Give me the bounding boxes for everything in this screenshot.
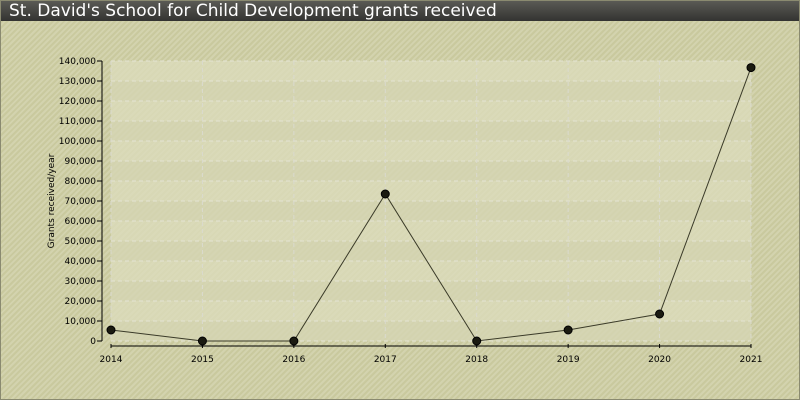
- chart-title: St. David's School for Child Development…: [1, 1, 799, 21]
- data-point: [106, 325, 116, 335]
- grid-band: [111, 61, 751, 81]
- y-tick-label: 120,000: [59, 97, 96, 107]
- grid-band: [111, 161, 751, 181]
- grid-band: [111, 281, 751, 301]
- x-tick-label: 2017: [374, 355, 397, 365]
- y-tick-label: 60,000: [65, 217, 97, 227]
- y-tick-label: 90,000: [65, 157, 97, 167]
- grid-band: [111, 121, 751, 141]
- grid-band: [111, 101, 751, 121]
- data-point: [380, 189, 390, 199]
- y-tick-label: 20,000: [65, 297, 97, 307]
- grid-band: [111, 81, 751, 101]
- series-line: [110, 67, 752, 342]
- data-point: [563, 325, 573, 335]
- y-axis-label: Grants received/year: [47, 153, 57, 248]
- grid-band: [111, 141, 751, 161]
- x-tick-label: 2016: [282, 355, 305, 365]
- grid-band: [111, 181, 751, 201]
- y-tick-label: 70,000: [65, 197, 97, 207]
- grid-band: [111, 261, 751, 281]
- y-tick-label: 80,000: [65, 177, 97, 187]
- grid-band: [111, 221, 751, 241]
- data-point: [289, 336, 299, 346]
- y-tick-label: 30,000: [65, 277, 97, 287]
- x-tick-label: 2021: [740, 355, 763, 365]
- y-tick-label: 10,000: [65, 317, 97, 327]
- x-tick-label: 2014: [100, 355, 123, 365]
- y-tick-label: 140,000: [59, 57, 96, 67]
- data-point: [655, 309, 665, 319]
- grid-band: [111, 301, 751, 321]
- grid-band: [111, 321, 751, 341]
- x-tick-label: 2019: [557, 355, 580, 365]
- grid-band: [111, 201, 751, 221]
- data-point: [197, 336, 207, 346]
- y-tick-label: 130,000: [59, 77, 96, 87]
- y-tick-label: 100,000: [59, 137, 96, 147]
- data-point: [472, 336, 482, 346]
- x-tick-label: 2015: [191, 355, 214, 365]
- x-tick-label: 2020: [648, 355, 671, 365]
- grid-band: [111, 241, 751, 261]
- x-tick-label: 2018: [465, 355, 488, 365]
- y-tick-label: 0: [90, 337, 96, 347]
- y-tick-label: 110,000: [59, 117, 96, 127]
- y-tick-label: 50,000: [65, 237, 97, 247]
- data-point: [746, 63, 756, 73]
- y-tick-label: 40,000: [65, 257, 97, 267]
